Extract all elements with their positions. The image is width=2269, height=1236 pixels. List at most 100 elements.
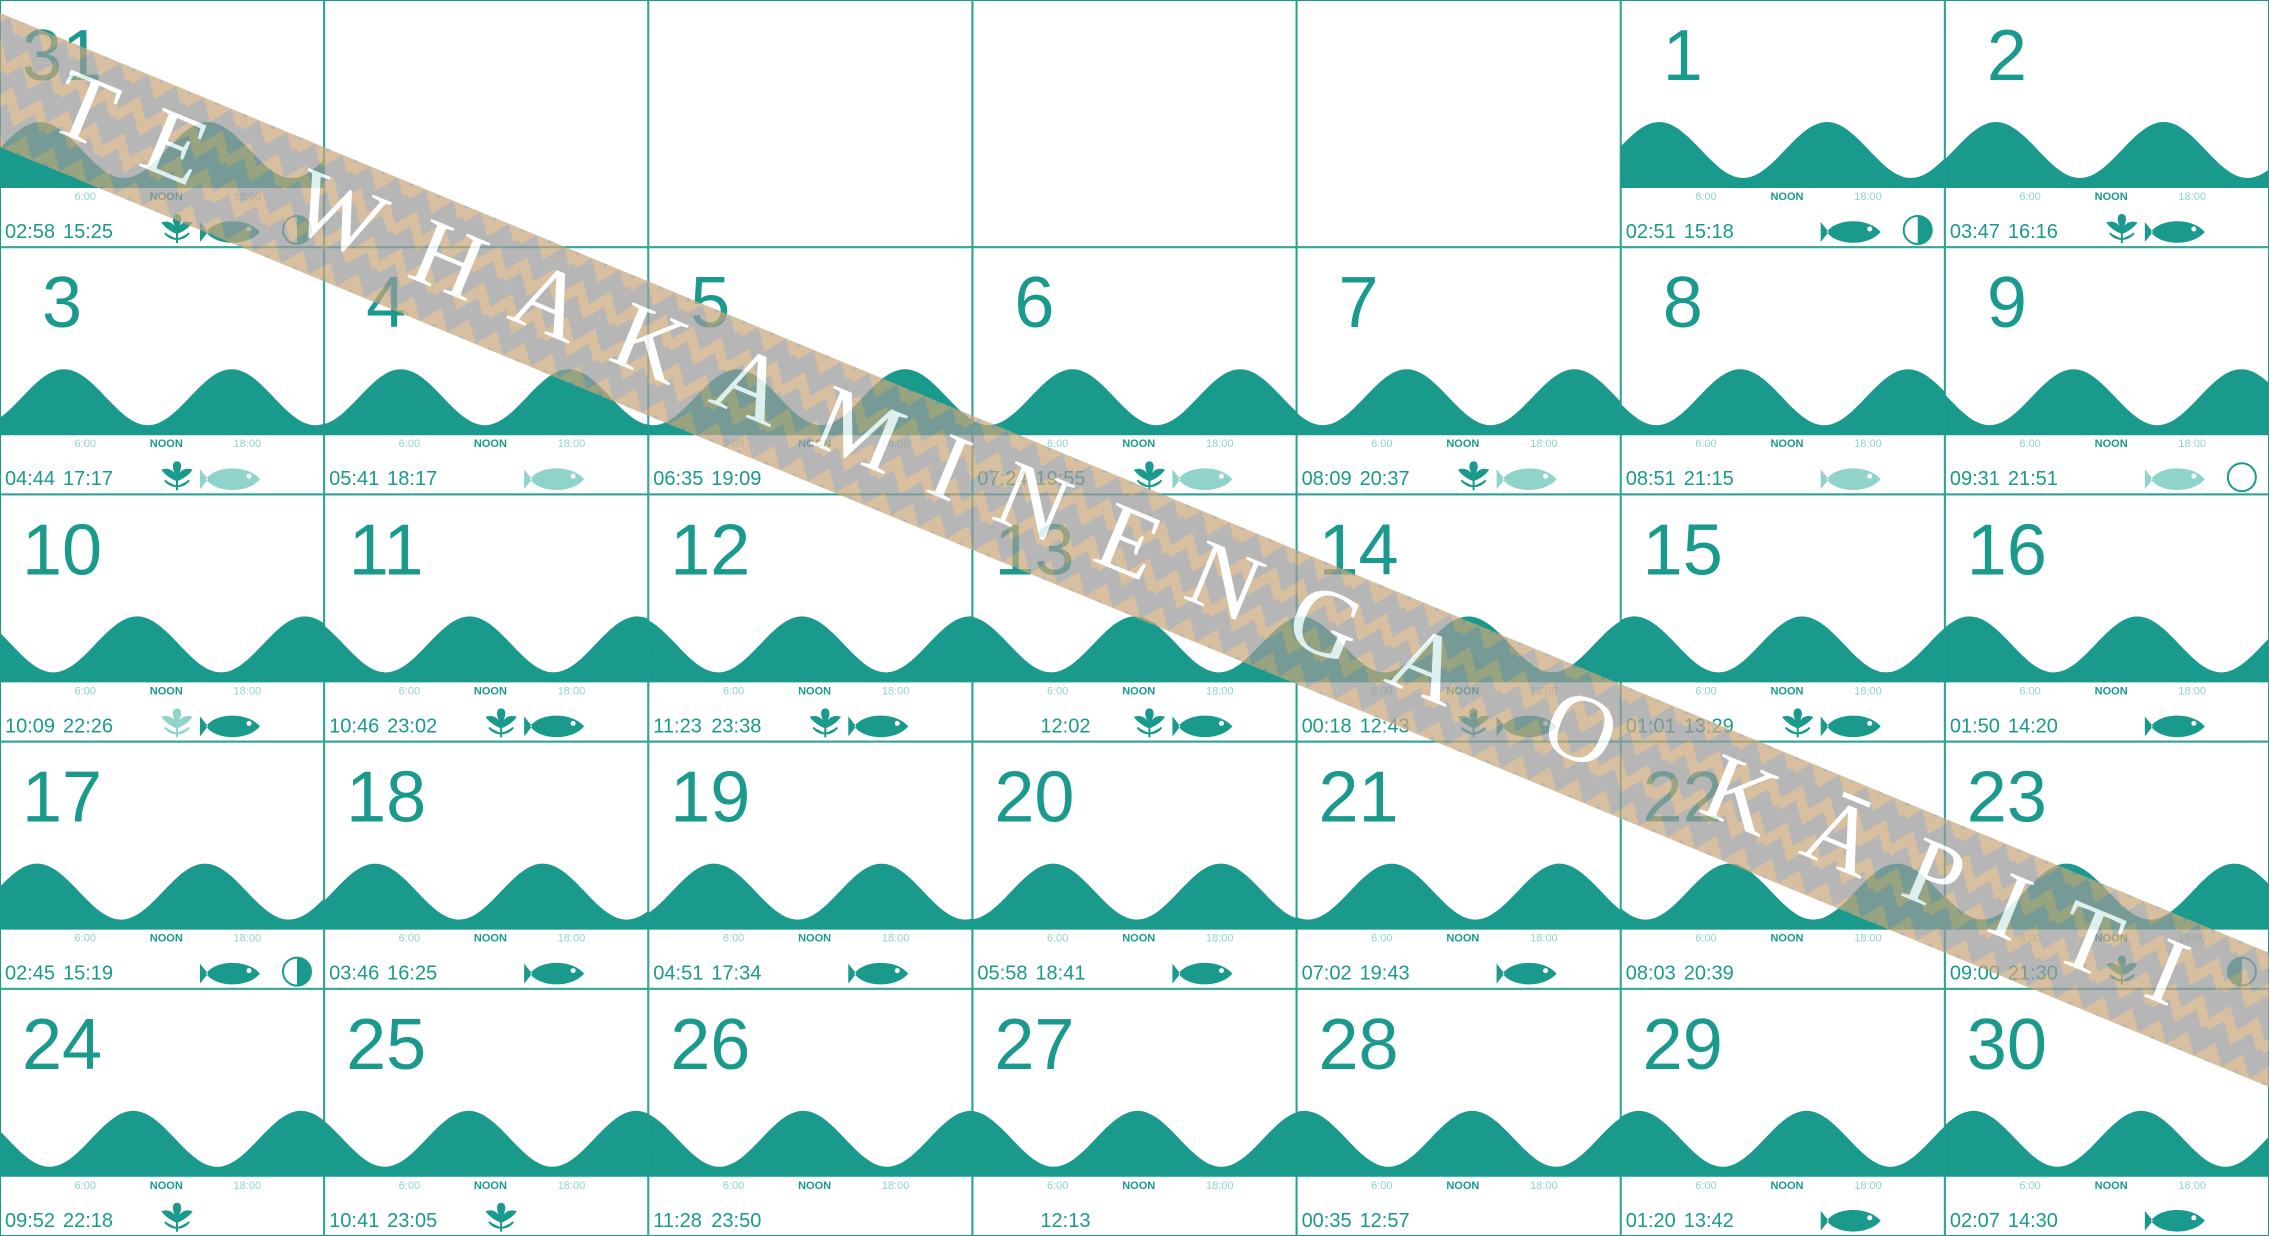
plant-icon [1133,461,1166,491]
fish-body [2144,468,2205,490]
axis-label: NOON [798,1180,831,1192]
tide-wave [1296,863,1621,930]
tide-time: 15:19 [63,963,113,985]
day-cell [648,0,973,248]
fish-icon [200,468,260,490]
fish-icon [2144,221,2205,243]
axis-label: 6:00 [75,1180,96,1192]
tide-time: 08:03 [1626,963,1676,985]
axis-label: 18:00 [558,1180,586,1192]
day-cell [0,741,325,989]
tide-time: 12:13 [1040,1210,1090,1232]
day-number: 25 [346,1005,426,1085]
tide-wave [648,616,973,683]
plant-icon [1782,708,1814,738]
axis-label: 18:00 [234,438,262,450]
tide-time: 15:25 [63,221,113,243]
plant-shape [161,461,193,491]
tide-time: 15:18 [1684,221,1734,243]
axis-label: NOON [474,438,507,450]
plant-shape [809,708,841,738]
fish-icon [2144,468,2205,490]
fish-eye [1867,1215,1873,1221]
axis-label: 6:00 [1047,1180,1068,1192]
plant-icon [809,708,841,738]
tide-time: 10:09 [5,715,55,737]
tide-time: 23:05 [387,1210,437,1232]
plant-icon [1133,708,1166,738]
day-cell [324,494,649,742]
tide-wave [1296,1110,1621,1177]
tide-time: 18:17 [387,468,437,490]
fish-body [524,962,585,985]
axis-label: 6:00 [1047,685,1068,697]
tide-time: 21:51 [2008,468,2058,490]
tide-time: 06:35 [653,468,703,490]
axis-label: 6:00 [1695,685,1716,697]
day-number: 7 [1339,263,1379,343]
day-number: 9 [1987,263,2027,343]
day-number: 2 [1987,16,2027,96]
tide-wave [972,369,1297,436]
tide-wave [1620,122,1945,188]
fish-body [1172,715,1233,738]
axis-label: NOON [798,933,831,945]
tide-time: 09:31 [1950,468,2000,490]
tide-time: 14:20 [2008,715,2058,737]
axis-label: 18:00 [234,1180,262,1192]
tide-wave [1296,369,1621,436]
plant-icon [161,461,193,491]
day-number: 21 [1319,758,1399,838]
tide-time: 17:17 [63,468,113,490]
tide-time: 23:38 [711,715,761,737]
plant-icon [161,708,193,738]
fish-eye [570,473,576,479]
fish-eye [246,968,252,974]
tide-time: 10:46 [329,715,379,737]
axis-label: 6:00 [723,933,744,945]
axis-label: 6:00 [399,933,420,945]
day-number: 10 [22,510,102,590]
fish-eye [246,473,252,479]
axis-label: NOON [798,685,831,697]
moon-phase [1917,216,1932,244]
fish-body [2144,1210,2205,1232]
tide-time: 12:57 [1360,1210,1410,1232]
day-number: 12 [670,510,750,590]
tide-time: 23:02 [387,715,437,737]
axis-label: 6:00 [75,191,96,203]
fish-icon [2144,1210,2205,1232]
tide-time: 04:44 [5,468,55,490]
axis-label: 18:00 [1530,933,1558,945]
day-number: 3 [42,263,82,343]
axis-label: 6:00 [1695,1180,1716,1192]
axis-label: NOON [2095,1180,2128,1192]
tide-wave [1620,1110,1945,1177]
axis-label: 6:00 [399,438,420,450]
axis-label: NOON [150,1180,183,1192]
axis-label: 18:00 [2178,191,2206,203]
plant-icon [2106,213,2138,243]
tide-wave [324,1110,649,1177]
axis-label: NOON [1122,1180,1155,1192]
fish-icon [1172,962,1233,985]
axis-label: 6:00 [2019,685,2040,697]
plant-shape [1133,708,1166,738]
tide-time: 08:09 [1302,468,1352,490]
day-cell [972,0,1297,248]
axis-label: 18:00 [2178,685,2206,697]
fish-eye [2191,473,2197,479]
axis-label: NOON [474,1180,507,1192]
tide-wave [0,616,325,683]
fish-body [1820,715,1881,738]
tide-time: 10:41 [329,1210,379,1232]
day-cell [1620,494,1945,742]
axis-label: 6:00 [399,685,420,697]
tide-wave [0,863,325,930]
axis-label: 6:00 [75,933,96,945]
tide-wave [1944,616,2269,683]
day-cell [0,494,325,742]
fish-icon [1820,715,1881,738]
day-cell [1296,247,1621,495]
